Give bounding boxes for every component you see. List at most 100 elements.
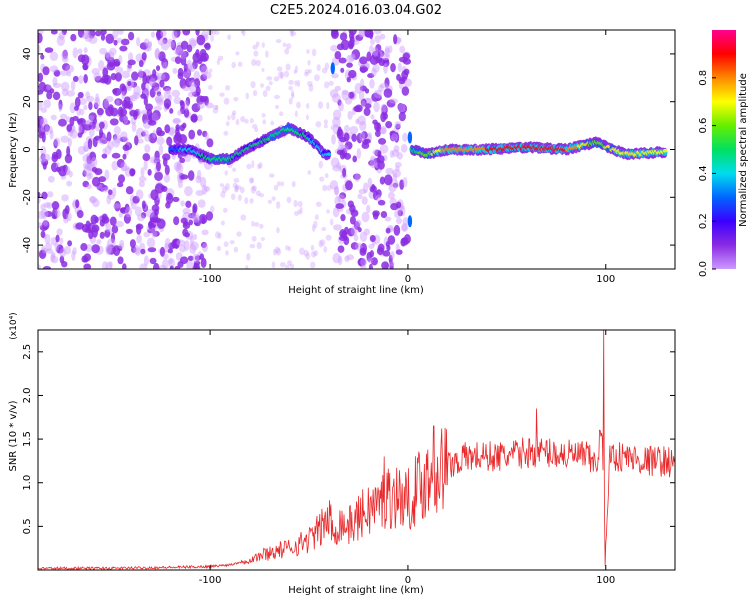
noise-blob bbox=[219, 92, 225, 97]
spectrogram-marks bbox=[38, 30, 668, 269]
noise-blob bbox=[71, 250, 76, 261]
noise-blob bbox=[195, 30, 200, 36]
noise-blob bbox=[359, 56, 368, 65]
noise-blob bbox=[252, 44, 258, 50]
noise-blob bbox=[249, 197, 254, 204]
noise-blob bbox=[180, 40, 189, 50]
noise-blob bbox=[105, 96, 114, 103]
noise-blob bbox=[360, 78, 365, 87]
noise-blob bbox=[64, 205, 70, 215]
noise-blob bbox=[158, 264, 167, 269]
noise-blob bbox=[170, 39, 177, 51]
noise-blob bbox=[144, 144, 151, 153]
noise-blob bbox=[294, 110, 298, 118]
noise-blob bbox=[332, 165, 342, 172]
noise-blob bbox=[162, 153, 171, 161]
noise-blob bbox=[291, 92, 295, 99]
noise-blob bbox=[363, 107, 371, 116]
noise-blob bbox=[255, 59, 261, 67]
noise-blob bbox=[267, 199, 273, 205]
noise-blob bbox=[130, 246, 137, 253]
noise-blob bbox=[127, 80, 132, 87]
noise-blob bbox=[217, 55, 224, 61]
noise-blob bbox=[297, 209, 302, 215]
noise-blob bbox=[91, 224, 100, 233]
noise-blob bbox=[317, 101, 324, 109]
noise-blob bbox=[154, 47, 161, 59]
noise-blob bbox=[139, 263, 148, 269]
noise-blob bbox=[154, 96, 163, 103]
noise-blob bbox=[138, 176, 147, 182]
noise-blob bbox=[129, 94, 138, 102]
noise-blob bbox=[374, 35, 381, 44]
noise-blob bbox=[385, 120, 393, 129]
noise-blob bbox=[183, 70, 191, 79]
snr-x-ticks: -100 0 100 bbox=[199, 330, 615, 586]
noise-blob bbox=[349, 35, 355, 46]
noise-blob bbox=[152, 262, 160, 269]
noise-blob bbox=[125, 186, 134, 195]
noise-blob bbox=[146, 108, 153, 118]
noise-blob bbox=[399, 179, 405, 190]
y-tick-label: 0.5 bbox=[22, 518, 33, 534]
noise-blob bbox=[59, 247, 67, 258]
noise-blob bbox=[127, 59, 136, 66]
noise-blob bbox=[79, 124, 85, 135]
noise-blob bbox=[359, 120, 367, 132]
noise-blob bbox=[245, 92, 250, 100]
noise-blob bbox=[355, 242, 363, 251]
colorbar-tick-label: 0.6 bbox=[698, 118, 709, 134]
noise-blob bbox=[86, 155, 93, 165]
noise-blob bbox=[337, 99, 342, 107]
noise-blob bbox=[44, 233, 51, 244]
noise-blob bbox=[104, 51, 110, 58]
noise-blob bbox=[154, 150, 160, 162]
noise-blob bbox=[54, 209, 61, 219]
noise-blob bbox=[66, 124, 73, 132]
noise-blob bbox=[141, 131, 146, 137]
noise-blob bbox=[352, 173, 361, 180]
noise-blob bbox=[310, 244, 315, 251]
noise-blob bbox=[289, 263, 295, 269]
noise-blob bbox=[265, 50, 269, 58]
noise-blob bbox=[50, 30, 58, 35]
noise-blob bbox=[402, 52, 410, 60]
noise-blob bbox=[346, 54, 355, 63]
noise-blob bbox=[280, 181, 285, 187]
noise-blob bbox=[355, 118, 360, 125]
noise-blob bbox=[140, 166, 145, 178]
noise-blob bbox=[200, 65, 209, 76]
noise-blob bbox=[156, 218, 166, 229]
noise-blob bbox=[266, 76, 273, 81]
noise-blob bbox=[84, 162, 94, 171]
noise-blob bbox=[197, 199, 206, 208]
y-tick-label: 20 bbox=[22, 95, 33, 108]
noise-blob bbox=[361, 196, 368, 205]
noise-blob bbox=[392, 169, 402, 178]
noise-blob bbox=[141, 51, 147, 61]
noise-blob bbox=[162, 61, 168, 70]
noise-blob bbox=[322, 184, 328, 192]
noise-blob bbox=[113, 39, 118, 46]
noise-blob bbox=[384, 47, 391, 58]
noise-blob bbox=[360, 98, 367, 107]
noise-blob bbox=[148, 220, 153, 230]
noise-blob bbox=[372, 50, 381, 60]
noise-blob bbox=[215, 105, 219, 110]
noise-blob bbox=[400, 143, 408, 153]
noise-blob bbox=[156, 91, 162, 97]
noise-blob bbox=[113, 61, 121, 67]
noise-blob bbox=[225, 121, 230, 127]
noise-blob bbox=[148, 132, 158, 144]
noise-blob bbox=[331, 73, 339, 79]
noise-blob bbox=[117, 30, 124, 35]
noise-blob bbox=[111, 152, 121, 159]
noise-blob bbox=[381, 261, 390, 269]
noise-blob bbox=[42, 162, 47, 170]
noise-blob bbox=[110, 232, 116, 244]
colorbar-tick-label: 0.0 bbox=[698, 261, 709, 277]
noise-blob bbox=[296, 79, 301, 88]
noise-blob bbox=[354, 173, 361, 183]
noise-blob bbox=[337, 245, 345, 253]
noise-blob bbox=[82, 162, 92, 169]
